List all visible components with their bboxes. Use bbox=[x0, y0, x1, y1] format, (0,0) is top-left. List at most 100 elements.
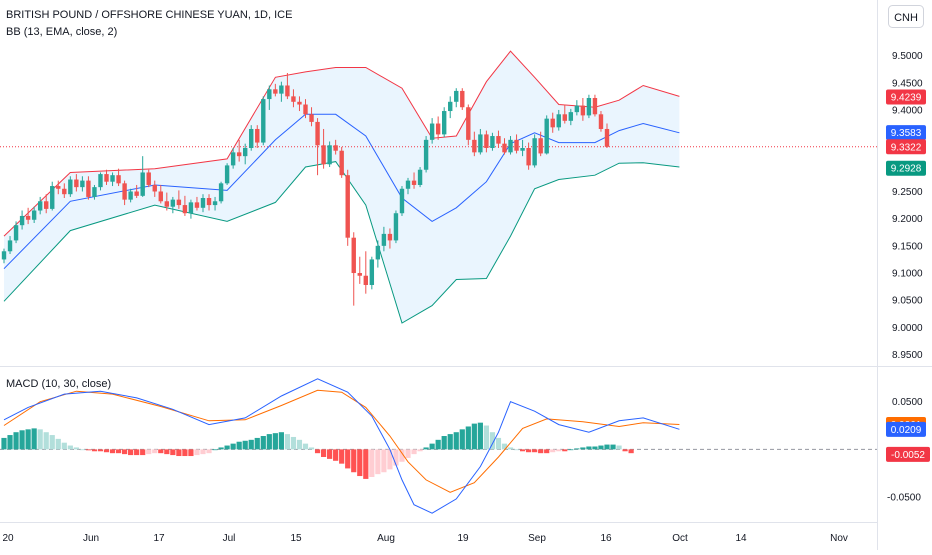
histogram-bar bbox=[339, 449, 345, 464]
candle-body bbox=[405, 180, 411, 189]
candle-body bbox=[441, 111, 447, 135]
histogram-bar bbox=[188, 449, 194, 457]
candle-body bbox=[236, 152, 242, 157]
candle-body bbox=[224, 165, 230, 184]
macd-pane[interactable] bbox=[0, 378, 877, 514]
candle-body bbox=[508, 139, 513, 153]
histogram-bar bbox=[212, 449, 218, 451]
candle-body bbox=[140, 172, 145, 196]
candle-body bbox=[339, 150, 344, 176]
histogram-bar bbox=[278, 432, 284, 450]
histogram-bar bbox=[471, 423, 477, 450]
histogram-bar bbox=[85, 449, 92, 451]
histogram-bar bbox=[25, 429, 31, 450]
candle-body bbox=[544, 118, 549, 154]
candle-body bbox=[98, 174, 103, 188]
histogram-bar bbox=[447, 434, 453, 450]
histogram-bar bbox=[616, 445, 622, 450]
histogram-bar bbox=[55, 438, 61, 450]
candle-body bbox=[158, 191, 163, 202]
candle-body bbox=[417, 169, 423, 185]
price-tick-label: 9.4000 bbox=[892, 105, 923, 116]
bollinger-lower-line bbox=[3, 161, 680, 324]
candle-body bbox=[243, 148, 248, 157]
macd-signal-line bbox=[3, 389, 680, 493]
time-tick-label: 19 bbox=[457, 533, 469, 544]
candle-body bbox=[435, 123, 441, 135]
histogram-bar bbox=[405, 449, 411, 458]
candle-body bbox=[182, 205, 188, 214]
histogram-bar bbox=[399, 449, 405, 462]
chart-title: BRITISH POUND / OFFSHORE CHINESE YUAN, 1… bbox=[6, 9, 292, 21]
candle-body bbox=[212, 201, 218, 206]
candle-body bbox=[423, 139, 429, 170]
candle-body bbox=[134, 191, 139, 196]
candle-body bbox=[25, 215, 31, 220]
macd-line bbox=[3, 378, 680, 514]
histogram-bar bbox=[146, 449, 152, 455]
time-tick-label: Oct bbox=[672, 533, 688, 544]
histogram-bar bbox=[604, 444, 610, 450]
price-tick-label: 8.9500 bbox=[892, 350, 923, 361]
candle-body bbox=[502, 143, 507, 153]
candle-body bbox=[586, 97, 592, 116]
macd-axis[interactable]: 0.0500 -0.0500 bbox=[887, 397, 923, 503]
candle-body bbox=[393, 213, 399, 241]
histogram-bar bbox=[158, 449, 164, 454]
candle-body bbox=[80, 180, 85, 188]
candle-body bbox=[532, 138, 537, 166]
histogram-bar bbox=[260, 436, 266, 450]
candle-body bbox=[194, 202, 200, 208]
candle-body bbox=[200, 198, 206, 208]
candle-body bbox=[478, 134, 483, 153]
candle-body bbox=[50, 186, 55, 209]
candle-body bbox=[110, 175, 115, 182]
price-pane[interactable] bbox=[0, 50, 877, 324]
price-badge-label: -0.0052 bbox=[891, 450, 925, 461]
price-badge bbox=[886, 446, 930, 462]
candle-body bbox=[387, 233, 393, 241]
candle-body bbox=[261, 99, 266, 143]
candle-body bbox=[369, 259, 375, 285]
histogram-bar bbox=[513, 449, 520, 451]
histogram-bar bbox=[103, 449, 110, 453]
candle-body bbox=[218, 183, 224, 202]
histogram-bar bbox=[152, 449, 158, 454]
bollinger-basis-line bbox=[3, 113, 680, 270]
histogram-bar bbox=[351, 449, 357, 473]
histogram-bar bbox=[37, 429, 43, 450]
histogram-bar bbox=[13, 432, 19, 450]
histogram-bar bbox=[610, 444, 616, 450]
histogram-bar bbox=[176, 449, 182, 457]
candle-body bbox=[255, 128, 260, 143]
bollinger-band-fill bbox=[4, 51, 680, 323]
candle-body bbox=[37, 201, 43, 211]
candle-body bbox=[230, 152, 236, 166]
time-tick-label: 17 bbox=[153, 533, 165, 544]
macd-tick-label: -0.0500 bbox=[887, 493, 921, 504]
histogram-bar bbox=[230, 443, 236, 450]
candle-body bbox=[86, 180, 91, 197]
candle-body bbox=[604, 128, 610, 147]
histogram-bar bbox=[483, 425, 489, 450]
histogram-bar bbox=[453, 432, 459, 450]
macd-indicator-label[interactable]: MACD (10, 30, close) bbox=[6, 378, 111, 390]
candle-body bbox=[152, 184, 157, 192]
price-tick-label: 9.2500 bbox=[892, 187, 923, 198]
currency-button-frame[interactable] bbox=[888, 5, 924, 28]
currency-button[interactable]: CNH bbox=[888, 5, 924, 28]
price-badge bbox=[886, 421, 926, 437]
candle-body bbox=[315, 121, 320, 146]
currency-button-label[interactable]: CNH bbox=[894, 12, 918, 24]
histogram-bar bbox=[369, 449, 375, 478]
bb-indicator-label[interactable]: BB (13, EMA, close, 2) bbox=[6, 26, 117, 38]
histogram-bar bbox=[97, 449, 104, 452]
candle-body bbox=[496, 136, 501, 144]
candle-body bbox=[116, 175, 121, 184]
candle-body bbox=[429, 123, 435, 140]
candle-body bbox=[279, 85, 284, 94]
candle-body bbox=[472, 139, 477, 153]
time-axis[interactable]: 20 Jun 17 Jul 15 Aug 19 Sep 16 Oct 14 Nov bbox=[2, 533, 847, 544]
candles bbox=[1, 72, 610, 306]
